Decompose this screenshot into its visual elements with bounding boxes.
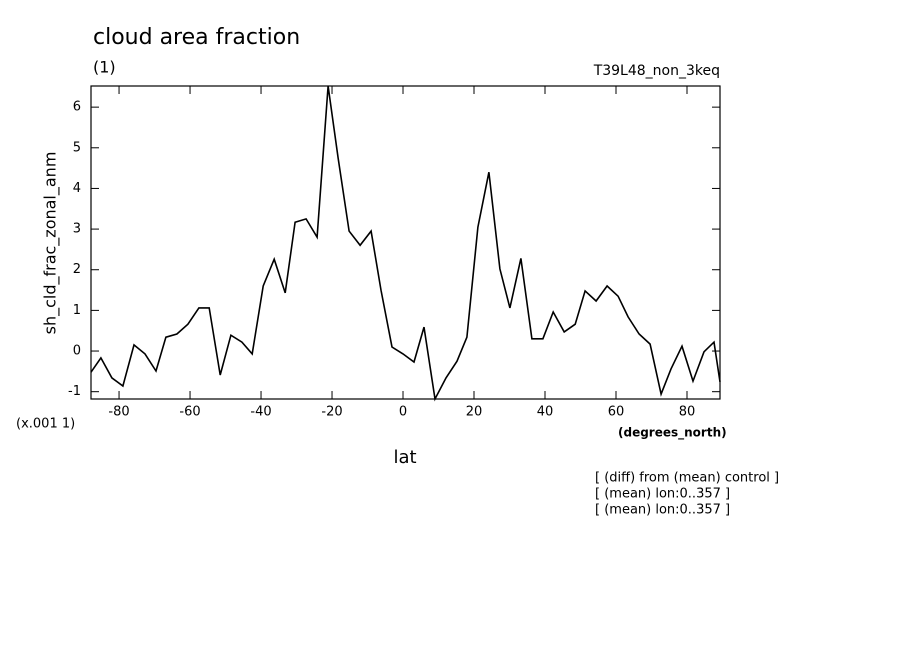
- x-tick-label: 20: [466, 405, 483, 420]
- y-tick-label: 3: [73, 222, 81, 237]
- note: [ (mean) lon:0..357 ]: [595, 487, 730, 502]
- y-tick-label: -1: [68, 384, 81, 399]
- plot-frame: [90, 85, 721, 400]
- x-tick-label: 80: [679, 405, 696, 420]
- y-tick-label: 0: [73, 344, 81, 359]
- x-tick-label: -60: [179, 405, 200, 420]
- x-axis-label: lat: [393, 447, 416, 468]
- x-tick-label: 0: [399, 405, 407, 420]
- x-tick-label: 60: [608, 405, 625, 420]
- data-line: [90, 85, 721, 402]
- y-tick-label: 6: [73, 100, 81, 115]
- note: [ (mean) lon:0..357 ]: [595, 503, 730, 518]
- y-scale-label: (x.001 1): [16, 417, 75, 432]
- chart-title: cloud area fraction: [93, 25, 300, 50]
- y-axis-label: sh_cld_frac_zonal_anm: [41, 152, 61, 335]
- x-tick-label: -40: [250, 405, 271, 420]
- y-tick-label: 5: [73, 140, 81, 155]
- run-label: T39L48_non_3keq: [593, 63, 720, 79]
- x-tick-label: 40: [537, 405, 554, 420]
- x-units-label: (degrees_north): [618, 426, 727, 441]
- y-tick-label: 4: [73, 181, 81, 196]
- x-tick-label: -20: [321, 405, 342, 420]
- note: [ (diff) from (mean) control ]: [595, 471, 779, 486]
- x-tick-label: -80: [108, 405, 129, 420]
- y-tick-label: 1: [73, 303, 81, 318]
- y-tick-label: 2: [73, 262, 81, 277]
- chart-subtitle: (1): [93, 58, 116, 77]
